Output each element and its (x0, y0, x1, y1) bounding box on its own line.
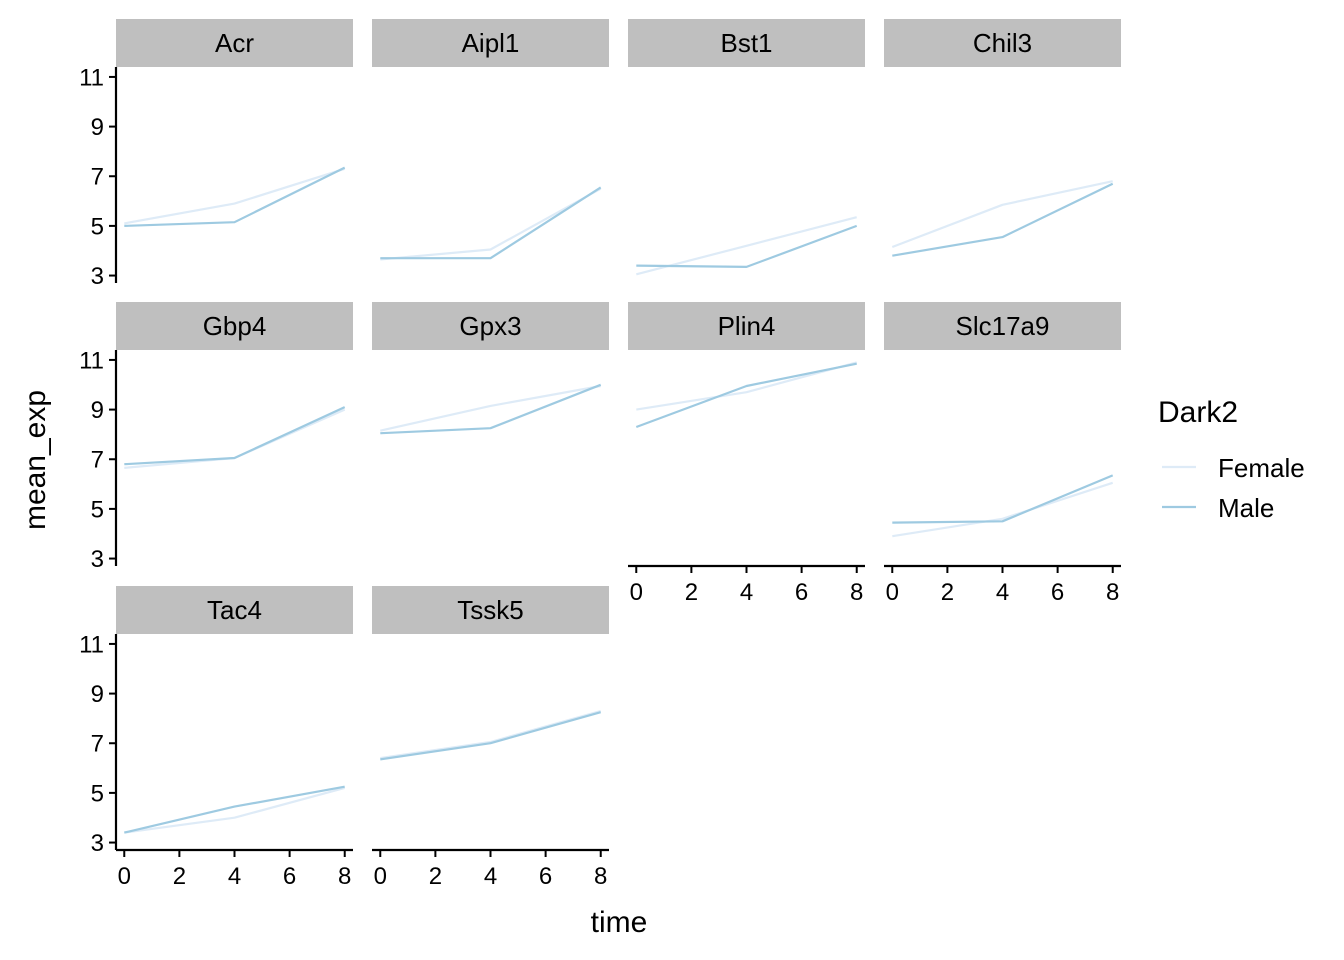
x-tick-label: 2 (173, 863, 186, 890)
series-line-male (124, 406, 346, 466)
panels: Acr 3 5 7 9 11 Aipl1 Bst1 Chil3 Gbp4 3 5 7 9 11 Gpx3 Pli… (79, 19, 1121, 890)
strip-background (116, 586, 353, 634)
series-line-female (636, 361, 857, 411)
strip-background (372, 302, 609, 350)
y-tick-label: 7 (91, 164, 104, 191)
series-line-female (380, 709, 601, 760)
series-line-female (124, 167, 346, 225)
legend-entries: Female Male (1162, 453, 1305, 523)
x-tick-label: 2 (429, 863, 442, 890)
series-line-female (892, 481, 1114, 538)
legend-label: Male (1218, 493, 1274, 523)
legend-entry-female: Female (1162, 453, 1305, 483)
x-tick-label: 6 (795, 579, 808, 606)
x-tick-label: 4 (228, 863, 241, 890)
series-line-male (892, 474, 1114, 524)
x-tick-label: 6 (539, 863, 552, 890)
y-tick-label: 11 (79, 64, 104, 91)
series-line-male (380, 186, 602, 260)
series-line-female (380, 384, 601, 432)
x-tick-label: 4 (996, 579, 1009, 606)
strip-background (628, 19, 865, 67)
series-line-male (124, 166, 346, 227)
panel-Aipl1: Aipl1 (372, 19, 609, 261)
strip-label: Chil3 (973, 28, 1032, 58)
series-line-female (124, 786, 345, 834)
series-line-male (380, 711, 601, 761)
strip-label: Tssk5 (457, 595, 523, 625)
strip-label: Tac4 (207, 595, 262, 625)
series-line-female (124, 408, 346, 469)
panel-Gbp4: Gbp4 3 5 7 9 11 (79, 302, 353, 573)
x-tick-label: 8 (338, 863, 351, 890)
x-axis-title: time (591, 906, 648, 939)
series-line-male (380, 383, 602, 435)
x-tick-label: 4 (484, 863, 497, 890)
series-line-male (124, 785, 345, 834)
x-tick-label: 4 (740, 579, 753, 606)
panel-Plin4: Plin4 0 2 4 6 8 (628, 302, 865, 606)
y-tick-label: 3 (91, 263, 104, 290)
legend-title: Dark2 (1158, 396, 1238, 429)
strip-label: Plin4 (718, 311, 776, 341)
strip-label: Slc17a9 (956, 311, 1050, 341)
y-axis-title: mean_exp (19, 390, 52, 530)
y-tick-label: 5 (91, 496, 104, 523)
y-tick-label: 3 (91, 830, 104, 857)
x-tick-label: 8 (594, 863, 607, 890)
strip-background (116, 302, 353, 350)
strip-label: Bst1 (720, 28, 772, 58)
series-line-female (891, 180, 1113, 249)
legend-entry-male: Male (1162, 493, 1274, 523)
x-tick-label: 0 (630, 579, 643, 606)
x-tick-label: 0 (118, 863, 131, 890)
series-line-male (892, 182, 1114, 257)
y-tick-label: 7 (91, 447, 104, 474)
panel-Tssk5: Tssk5 0 2 4 6 8 (372, 586, 609, 890)
strip-label: Acr (215, 28, 254, 58)
strip-background (884, 302, 1121, 350)
y-tick-label: 11 (79, 347, 104, 374)
panel-Bst1: Bst1 (628, 19, 865, 276)
strip-label: Aipl1 (462, 28, 520, 58)
y-tick-label: 9 (91, 114, 104, 141)
strip-label: Gbp4 (203, 311, 267, 341)
y-tick-label: 7 (91, 731, 104, 758)
x-tick-label: 0 (374, 863, 387, 890)
y-tick-label: 3 (91, 546, 104, 573)
panel-Tac4: Tac4 3 5 7 9 11 0 2 4 6 8 (79, 586, 353, 890)
y-tick-label: 5 (91, 213, 104, 240)
strip-label: Gpx3 (459, 311, 521, 341)
legend-label: Female (1218, 453, 1305, 483)
y-tick-label: 9 (91, 681, 104, 708)
series-line-female (380, 187, 602, 261)
panel-Acr: Acr 3 5 7 9 11 (79, 19, 353, 290)
strip-background (884, 19, 1121, 67)
panel-Slc17a9: Slc17a9 0 2 4 6 8 (884, 302, 1121, 606)
x-tick-label: 2 (685, 579, 698, 606)
x-tick-label: 8 (1106, 579, 1119, 606)
series-line-male (636, 224, 858, 268)
panel-Chil3: Chil3 (884, 19, 1121, 257)
strip-background (628, 302, 865, 350)
panel-Gpx3: Gpx3 (372, 302, 609, 435)
series-line-male (635, 362, 857, 429)
y-tick-label: 5 (91, 780, 104, 807)
x-tick-label: 8 (850, 579, 863, 606)
strip-background (372, 586, 609, 634)
x-tick-label: 6 (1051, 579, 1064, 606)
y-tick-label: 9 (91, 397, 104, 424)
x-tick-label: 6 (283, 863, 296, 890)
strip-background (372, 19, 609, 67)
y-tick-label: 11 (79, 631, 104, 658)
series-line-female (636, 216, 857, 276)
x-tick-label: 2 (941, 579, 954, 606)
strip-background (116, 19, 353, 67)
x-tick-label: 0 (886, 579, 899, 606)
